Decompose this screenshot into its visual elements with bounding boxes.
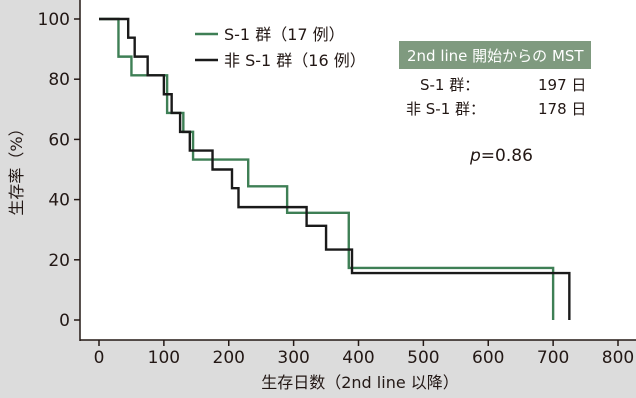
mst-header: 2nd line 開始からの MST (407, 47, 584, 65)
mst-value-non-s1: 178 日 (538, 100, 586, 118)
mst-group-s1: S-1 群： (420, 76, 479, 94)
legend-label-s1: S-1 群（17 例） (224, 25, 345, 44)
y-tick-label: 0 (59, 311, 70, 331)
x-tick-label: 300 (277, 348, 309, 368)
p-value-label: p (469, 146, 481, 166)
x-tick-label: 500 (407, 348, 439, 368)
mst-group-non-s1: 非 S-1 群： (406, 100, 485, 118)
y-tick-label: 20 (48, 251, 70, 271)
x-tick-label: 600 (472, 348, 504, 368)
survival-curves (99, 17, 571, 320)
series-line-s1 (99, 17, 555, 320)
mst-header-background (399, 41, 591, 69)
y-tick-label: 100 (38, 10, 70, 30)
legend: S-1 群（17 例） 非 S-1 群（16 例） (195, 25, 366, 70)
y-tick-label: 80 (48, 70, 70, 90)
x-tick-label: 100 (148, 348, 180, 368)
x-axis-title: 生存日数（2nd line 以降） (261, 373, 459, 392)
series-line-non-s1 (99, 17, 571, 320)
p-value: p=0.86 (469, 146, 533, 166)
y-tick-label: 40 (48, 191, 70, 211)
mst-value-s1: 197 日 (538, 76, 586, 94)
axes (74, 0, 636, 346)
y-axis-title: 生存率（%） (7, 120, 26, 215)
tick-labels: 0 100 200 300 400 500 600 700 800 0 20 40 60 80 100 (38, 10, 635, 368)
p-value-number: =0.86 (481, 146, 533, 166)
x-tick-label: 800 (602, 348, 634, 368)
x-tick-label: 700 (537, 348, 569, 368)
x-tick-label: 0 (94, 348, 105, 368)
x-tick-label: 400 (342, 348, 374, 368)
legend-label-non-s1: 非 S-1 群（16 例） (224, 51, 366, 70)
mst-box: 2nd line 開始からの MST S-1 群： 197 日 非 S-1 群：… (399, 41, 591, 124)
x-tick-label: 200 (213, 348, 245, 368)
y-tick-label: 60 (48, 130, 70, 150)
